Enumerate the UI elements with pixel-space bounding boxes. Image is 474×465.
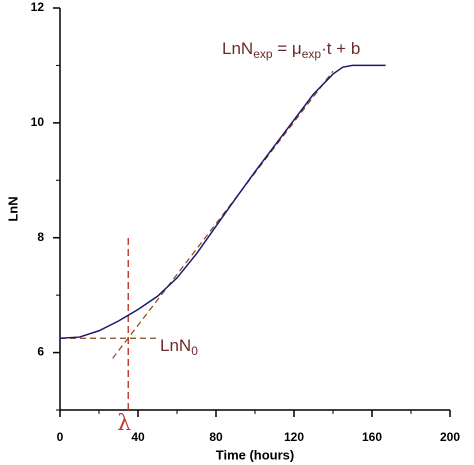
y-tick-label: 12 (31, 0, 45, 14)
formula-label-part: = μ (273, 39, 302, 58)
x-tick-label: 0 (57, 430, 64, 444)
formula-label: LnNexp = μexp·t + b (222, 39, 360, 61)
n0-label: LnN0 (160, 336, 198, 358)
y-axis-label: LnN (5, 196, 20, 221)
x-axis-label: Time (hours) (216, 447, 295, 462)
growth-curve (59, 64, 386, 339)
x-tick-label: 120 (284, 430, 304, 444)
x-tick-label: 80 (209, 430, 223, 444)
y-tick-label: 8 (37, 230, 44, 244)
y-tick-label: 10 (31, 115, 45, 129)
lambda-label: λ (117, 411, 131, 436)
fit-line (112, 70, 334, 359)
n0-label-sub: 0 (191, 344, 198, 358)
x-tick-label: 160 (362, 430, 382, 444)
formula-label-part: LnN (222, 39, 253, 58)
formula-label-sub: exp (302, 47, 322, 61)
y-tick-label: 6 (37, 345, 44, 359)
n0-label-part: LnN (160, 336, 191, 355)
formula-label-sub: exp (253, 47, 273, 61)
formula-label-part: ·t + b (321, 39, 360, 58)
x-tick-label: 200 (440, 430, 460, 444)
x-tick-label: 40 (131, 430, 145, 444)
